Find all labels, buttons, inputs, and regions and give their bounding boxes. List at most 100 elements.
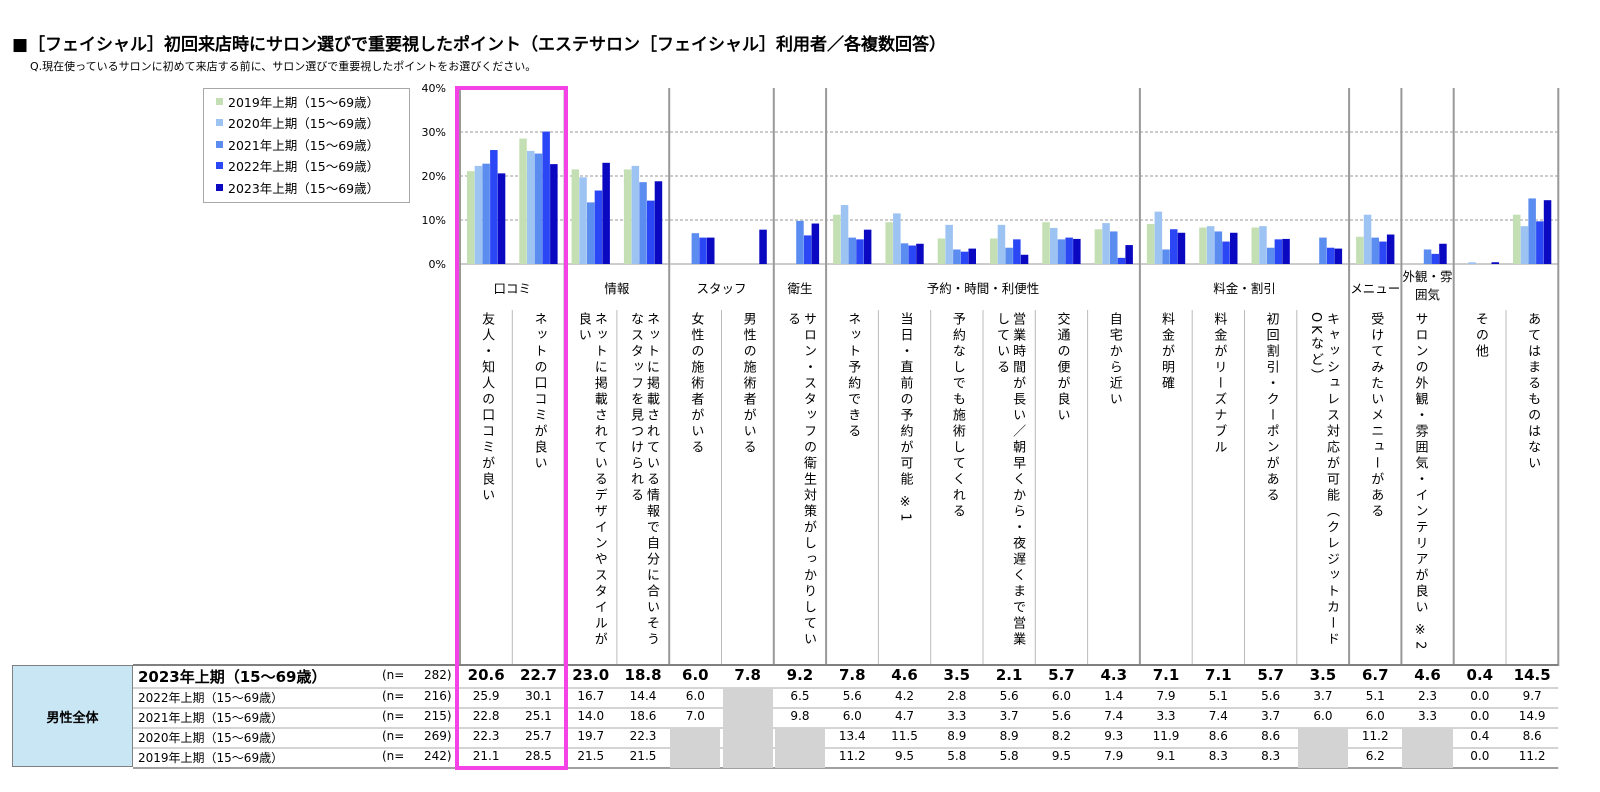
table-cell: 14.5 [1513, 666, 1551, 684]
bar [623, 169, 632, 264]
bar [1520, 226, 1529, 264]
table-cell: 6.0 [1051, 689, 1071, 703]
category-label: 営業時間が長い／朝早くから・夜遅くまで営業している [994, 312, 1026, 648]
table-cell: 25.7 [525, 729, 552, 743]
bar [848, 237, 856, 264]
bar [1230, 232, 1238, 264]
bar [691, 233, 700, 264]
bar [856, 239, 864, 264]
table-cell: 0.0 [1470, 689, 1490, 703]
bar [1363, 214, 1372, 264]
question-text: Q.現在使っているサロンに初めて来店する前に、サロン選びで重要視したポイントをお… [30, 60, 537, 73]
y-tick-label: 20% [422, 170, 446, 183]
legend-label: 2021年上期（15～69歳） [228, 137, 380, 153]
na-cell [1402, 748, 1453, 768]
table-cell: 2.1 [995, 666, 1023, 684]
legend-swatch [216, 97, 223, 105]
bar [579, 177, 587, 264]
table-cell: 9.3 [1104, 729, 1124, 743]
table-cell: 5.6 [1261, 689, 1281, 703]
bar [840, 205, 849, 264]
table-row-label: 2021年上期（15～69歳） [138, 711, 284, 725]
category-label: 料金が明確 [1159, 312, 1175, 392]
category-label: 女性の施術者がいる [688, 312, 704, 456]
bar [1431, 253, 1439, 264]
category-label: 料金がリーズナブル [1211, 312, 1227, 456]
bar [1334, 248, 1343, 264]
table-cell: 0.4 [1470, 729, 1490, 743]
table-cell: 3.5 [1309, 666, 1337, 684]
bar [571, 169, 580, 264]
n-prefix: (n= [382, 729, 405, 743]
table-cell: 3.7 [1261, 709, 1281, 723]
table-cell: 6.5 [790, 689, 810, 703]
bar [1379, 241, 1387, 264]
category-label: 友人・知人の口コミが良い [479, 312, 495, 504]
bar [885, 222, 893, 264]
bar [519, 138, 527, 264]
bar [1206, 226, 1215, 264]
legend-label: 2022年上期（15～69歳） [228, 159, 380, 174]
table-cell: 5.6 [1051, 709, 1071, 723]
category-label: ネットの口コミが良い [531, 312, 547, 472]
group-label: 予約・時間・利便性 [926, 281, 1040, 296]
table-cell: 4.7 [894, 709, 915, 723]
na-cell [670, 748, 721, 768]
y-tick-label: 0% [429, 258, 446, 271]
table-cell: 30.1 [525, 689, 552, 703]
n-prefix: (n= [382, 749, 405, 763]
bar [1491, 262, 1499, 264]
table-cell: 28.5 [525, 749, 552, 763]
bar [1050, 227, 1058, 264]
bar [1125, 245, 1133, 264]
bar [953, 249, 961, 264]
group-label: 情報 [604, 281, 630, 296]
legend-swatch [216, 119, 223, 126]
table-cell: 4.6 [1414, 666, 1441, 684]
category-label: あてはまるものはない [1525, 312, 1541, 472]
table-cell: 9.5 [894, 749, 915, 763]
category-label: ネットに掲載されているデザインやスタイルが良い [575, 312, 607, 648]
bar [833, 214, 841, 264]
category-label: 初回割引・クーポンがある [1263, 312, 1279, 504]
na-cell [722, 728, 773, 748]
bar [900, 243, 909, 264]
table-cell: 6.2 [1365, 749, 1385, 763]
table-row-label: 2019年上期（15～69歳） [138, 751, 284, 765]
n-value: 282) [424, 668, 452, 682]
bar [1065, 237, 1073, 264]
legend-label: 2019年上期（15～69歳） [228, 94, 380, 110]
table-cell: 18.8 [624, 666, 662, 684]
bar [1386, 234, 1395, 264]
table-cell: 14.0 [577, 709, 605, 723]
table-cell: 6.0 [682, 666, 709, 684]
bar [960, 251, 969, 264]
table-cell: 7.0 [685, 709, 705, 723]
table-cell: 7.8 [734, 666, 761, 684]
n-prefix: (n= [382, 709, 405, 723]
table-row-label: 2023年上期（15～69歳） [138, 668, 327, 686]
bar [968, 248, 976, 264]
category-label: 受けてみたいメニューがある [1368, 312, 1384, 520]
bar [1020, 254, 1029, 264]
y-tick-label: 10% [422, 214, 446, 227]
bar [811, 223, 820, 264]
table-cell: 14.9 [1518, 709, 1546, 723]
table-cell: 5.8 [999, 749, 1019, 763]
segment-label: 男性全体 [12, 665, 133, 767]
table-cell: 2.3 [1417, 689, 1438, 703]
legend-item: 2022年上期（15～69歳） [216, 156, 379, 176]
bar [1170, 229, 1178, 264]
table-cell: 23.0 [572, 666, 610, 684]
bar [863, 229, 872, 264]
table-cell: 18.6 [629, 709, 657, 723]
table-cell: 6.0 [1313, 709, 1333, 723]
table-cell: 6.0 [842, 709, 862, 723]
table-cell: 4.6 [891, 666, 918, 684]
table-cell: 8.3 [1208, 749, 1228, 763]
bar [1154, 211, 1163, 264]
category-label: キャッシュレス対応が可能（クレジットカードOKなど） [1307, 312, 1339, 648]
table-cell: 9.2 [786, 666, 814, 684]
group-label: 外観・雰囲気 [1402, 269, 1453, 302]
table-cell: 9.5 [1051, 749, 1071, 763]
